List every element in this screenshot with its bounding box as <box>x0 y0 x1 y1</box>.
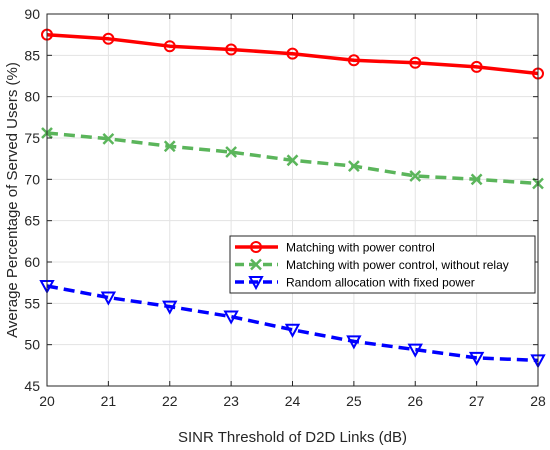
x-tick-label: 28 <box>530 393 546 409</box>
legend-item: Matching with power control <box>235 241 435 255</box>
data-point <box>286 47 299 60</box>
x-tick-label: 25 <box>346 393 362 409</box>
grid <box>46 13 539 387</box>
y-tick-label: 80 <box>24 89 40 105</box>
legend-label: Matching with power control, without rel… <box>286 258 509 272</box>
series-0 <box>41 28 544 80</box>
series-1 <box>41 127 544 190</box>
legend-marker <box>250 241 262 253</box>
y-tick-label: 90 <box>24 6 40 22</box>
data-point <box>468 351 485 366</box>
legend-item: Matching with power control, without rel… <box>235 258 509 272</box>
y-tick-label: 65 <box>24 213 40 229</box>
y-axis-label: Average Percentage of Served Users (%) <box>4 62 21 338</box>
data-point <box>102 132 115 145</box>
legend-label: Random allocation with fixed power <box>286 276 475 290</box>
x-tick-label: 26 <box>407 393 423 409</box>
x-tick-label: 23 <box>223 393 239 409</box>
data-point <box>102 32 115 45</box>
data-point <box>100 291 117 306</box>
y-tick-label: 60 <box>24 254 40 270</box>
y-tick-label: 75 <box>24 130 40 146</box>
x-tick-label: 22 <box>162 393 178 409</box>
data-point <box>163 40 176 53</box>
legend-item: Random allocation with fixed power <box>235 276 475 291</box>
x-tick-label: 27 <box>469 393 485 409</box>
series-2 <box>39 279 546 369</box>
x-axis-label: SINR Threshold of D2D Links (dB) <box>178 429 407 446</box>
data-point <box>347 54 360 67</box>
data-point <box>223 310 239 325</box>
y-tick-label: 85 <box>24 47 40 63</box>
series-layer <box>39 28 546 369</box>
data-point <box>225 43 238 56</box>
series-line <box>46 284 539 363</box>
data-point <box>347 160 360 172</box>
data-point <box>286 154 299 167</box>
data-point <box>284 323 301 338</box>
x-tick-label: 21 <box>101 393 117 409</box>
data-point <box>470 60 483 73</box>
data-point <box>407 343 423 358</box>
data-point <box>470 173 483 186</box>
data-point <box>409 56 422 69</box>
data-point <box>346 335 362 350</box>
y-tick-label: 55 <box>24 295 40 311</box>
legend: Matching with power control Matching with… <box>229 235 536 294</box>
legend-marker <box>248 276 264 291</box>
legend-label: Matching with power control <box>286 241 435 255</box>
series-line <box>46 32 539 76</box>
y-tick-label: 45 <box>24 378 40 394</box>
ticks: 20 21 22 23 24 25 26 27 28 45 50 55 60 65 70 75 80 85 90 <box>24 6 546 409</box>
data-point <box>163 140 176 153</box>
data-point <box>409 170 422 182</box>
y-tick-label: 70 <box>24 171 40 187</box>
legend-box <box>229 235 536 294</box>
y-tick-label: 50 <box>24 337 40 353</box>
legend-marker <box>250 258 262 271</box>
data-point <box>162 300 178 315</box>
data-point <box>225 146 238 158</box>
x-tick-label: 20 <box>39 393 55 409</box>
x-tick-label: 24 <box>285 393 301 409</box>
